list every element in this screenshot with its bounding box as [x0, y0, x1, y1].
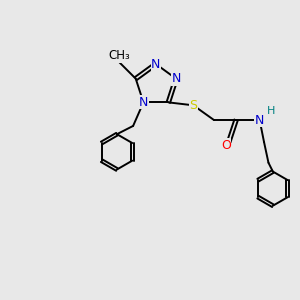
Text: N: N [139, 96, 148, 109]
Text: S: S [189, 99, 197, 112]
Text: N: N [171, 72, 181, 85]
Text: N: N [151, 58, 160, 70]
Text: H: H [267, 106, 275, 116]
Text: N: N [255, 113, 264, 127]
Text: O: O [221, 139, 231, 152]
Text: CH₃: CH₃ [108, 50, 130, 62]
